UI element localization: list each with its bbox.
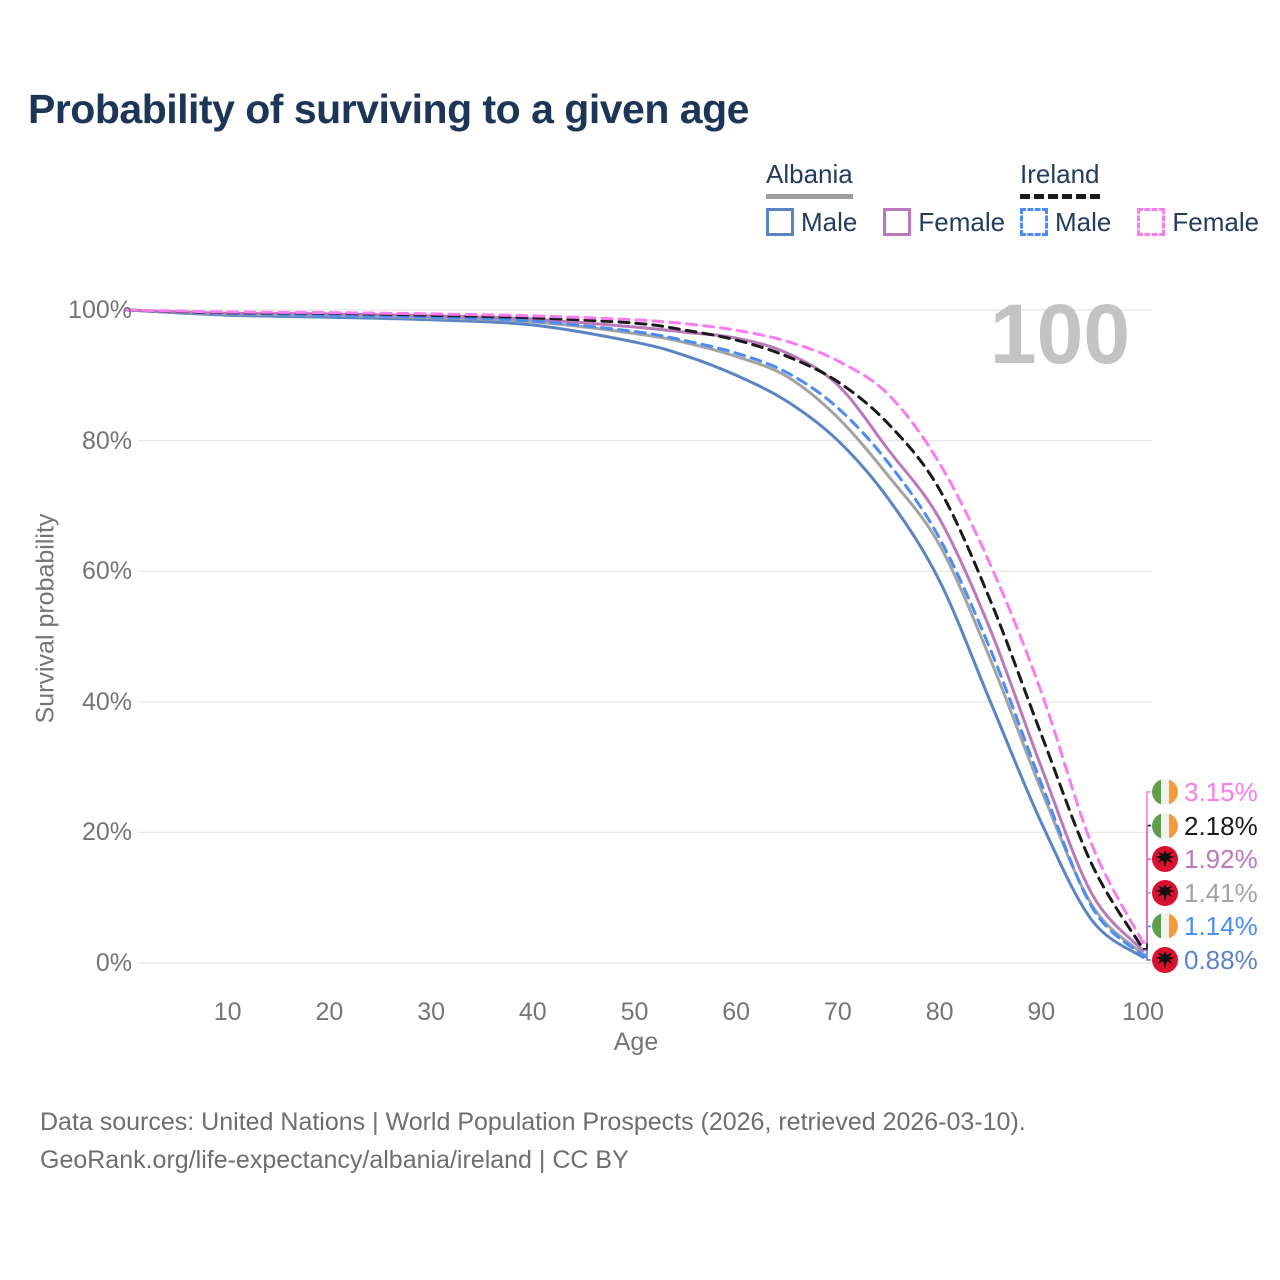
end-label-row: 3.15% (1152, 778, 1258, 806)
legend-item-label: Female (918, 206, 1006, 237)
series-line-albania-female (124, 308, 1145, 952)
end-label-row: 1.92% (1152, 845, 1258, 873)
series-line-ireland-male (124, 308, 1145, 958)
end-label-value: 1.14% (1184, 911, 1258, 942)
x-tick-label: 40 (518, 998, 547, 1026)
legend-group-albania: Albania Male Female (766, 160, 1005, 236)
y-tick-label: 0% (95, 949, 132, 977)
legend-country-albania: Albania (766, 160, 853, 199)
x-tick-label: 60 (722, 998, 751, 1026)
ireland-female-swatch (1137, 207, 1166, 236)
albania-female-swatch (883, 207, 912, 236)
end-label-value: 2.18% (1184, 810, 1258, 841)
albania-flag-icon (1152, 879, 1178, 906)
legend-country-ireland: Ireland (1020, 160, 1100, 199)
series-line-albania-male (124, 308, 1145, 959)
legend-item-albania-male[interactable]: Male (766, 206, 858, 237)
end-label-row: 1.41% (1152, 879, 1258, 907)
x-tick-label: 50 (620, 998, 649, 1026)
x-tick-label: 100 (1122, 998, 1164, 1026)
legend-item-ireland-female[interactable]: Female (1137, 206, 1260, 237)
x-tick-label: 90 (1027, 998, 1056, 1026)
y-tick-label: 80% (81, 426, 132, 455)
y-tick-label: 60% (81, 557, 132, 586)
ireland-flag-icon (1152, 913, 1178, 940)
x-tick-label: 10 (213, 998, 242, 1026)
albania-flag-icon (1152, 947, 1178, 973)
footer-data-sources: Data sources: United Nations | World Pop… (40, 1108, 1026, 1136)
end-label-row: 2.18% (1152, 812, 1258, 840)
ireland-male-swatch (1020, 207, 1048, 236)
end-label-row: 1.14% (1152, 912, 1258, 940)
legend-item-ireland-male[interactable]: Male (1020, 206, 1112, 237)
legend-item-albania-female[interactable]: Female (883, 206, 1006, 237)
legend-item-label: Male (801, 206, 858, 237)
end-label-connector (1143, 956, 1151, 961)
age-watermark: 100 (989, 287, 1131, 381)
footer-attribution: GeoRank.org/life-expectancy/albania/irel… (40, 1146, 629, 1174)
ireland-flag-icon (1152, 779, 1178, 805)
y-axis-title: Survival probability (31, 513, 60, 724)
x-tick-label: 80 (925, 998, 954, 1026)
albania-flag-icon (1152, 846, 1178, 873)
end-label-connector (1143, 791, 1151, 944)
page-title: Probability of surviving to a given age (28, 86, 749, 132)
x-tick-label: 30 (417, 998, 445, 1026)
end-label-value: 0.88% (1184, 945, 1258, 975)
end-label-value: 1.92% (1184, 844, 1258, 875)
y-tick-label: 40% (81, 687, 132, 716)
x-axis-title: Age (613, 1028, 659, 1056)
y-tick-label: 20% (81, 818, 132, 847)
end-label-value: 3.15% (1184, 777, 1258, 807)
end-label-row: 0.88% (1152, 946, 1258, 974)
legend-item-label: Female (1172, 206, 1260, 237)
albania-male-swatch (766, 207, 794, 236)
legend-item-label: Male (1055, 206, 1112, 237)
legend-group-ireland: Ireland Male Female (1020, 160, 1259, 236)
y-tick-label: 100% (68, 296, 132, 324)
x-tick-label: 70 (823, 998, 852, 1026)
x-tick-label: 20 (315, 998, 344, 1026)
ireland-flag-icon (1152, 812, 1178, 839)
series-line-ireland-female (124, 308, 1145, 944)
series-line-ireland-total (124, 308, 1145, 951)
end-label-value: 1.41% (1184, 877, 1258, 908)
